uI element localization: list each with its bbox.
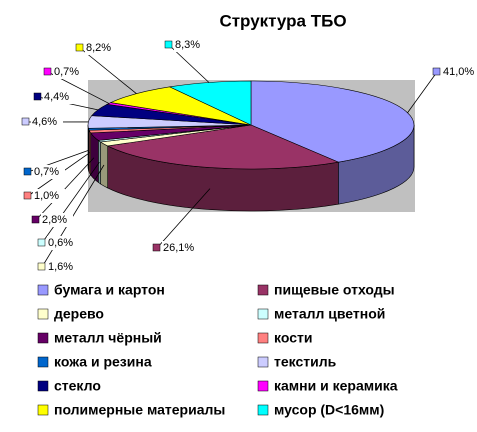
legend-label: дерево [54, 306, 104, 322]
pie-slice [250, 80, 415, 163]
value-label: 0,6% [48, 237, 73, 249]
leader-line [407, 71, 438, 113]
label-bg [41, 213, 73, 227]
legend-label: мусор (D<16мм) [274, 402, 384, 418]
leader-line [41, 161, 100, 244]
label-bg [33, 189, 65, 203]
label-bg [53, 65, 85, 79]
label-bg [31, 115, 63, 129]
pie-slice [106, 124, 340, 170]
value-label: 0,7% [54, 66, 79, 78]
legend-swatch [37, 380, 49, 392]
label-bg [162, 241, 194, 255]
label-key [23, 191, 32, 200]
legend-label: пищевые отходы [274, 282, 395, 298]
label-key [23, 167, 32, 176]
pie-side [98, 139, 101, 185]
value-label: 4,6% [32, 116, 57, 128]
leader-line [156, 188, 211, 249]
legend-swatch [257, 404, 269, 416]
value-label: 2,8% [42, 214, 67, 226]
value-label: 1,6% [48, 261, 73, 273]
label-key [37, 262, 46, 271]
label-bg [85, 41, 117, 55]
label-key [164, 40, 173, 49]
legend-label: камни и керамика [274, 378, 398, 394]
label-key [31, 215, 40, 224]
label-bg [47, 260, 79, 274]
legend-swatch [257, 356, 269, 368]
pie-slice [168, 80, 252, 126]
label-bg [33, 165, 65, 179]
legend-label: бумага и картон [54, 282, 165, 298]
leader-line [79, 47, 137, 95]
legend-swatch [257, 308, 269, 320]
value-label: 8,3% [175, 39, 200, 51]
legend-swatch [257, 332, 269, 344]
legend-label: кости [274, 330, 312, 346]
legend-label: металл цветной [274, 306, 385, 322]
pie-side [90, 132, 99, 184]
pie-side [100, 141, 108, 189]
leader-line [35, 157, 95, 221]
label-key [21, 117, 30, 126]
legend-swatch [257, 284, 269, 296]
legend-label: полимерные материалы [54, 402, 225, 418]
label-bg [442, 65, 474, 79]
legend-label: металл чёрный [54, 330, 162, 346]
label-bg [43, 90, 75, 104]
value-label: 41,0% [443, 66, 474, 78]
value-label: 1,0% [34, 190, 59, 202]
legend-swatch [37, 356, 49, 368]
legend-swatch [37, 332, 49, 344]
chart-title: Структура ТБО [219, 11, 346, 30]
label-key [37, 238, 46, 247]
label-key [33, 92, 42, 101]
legend-label: стекло [54, 378, 101, 394]
legend-swatch [37, 284, 49, 296]
label-key [152, 243, 161, 252]
legend-swatch [37, 308, 49, 320]
label-key [75, 43, 84, 52]
legend-label: текстиль [274, 354, 337, 370]
value-label: 26,1% [163, 242, 194, 254]
legend-label: кожа и резина [54, 354, 152, 370]
value-label: 8,2% [86, 42, 111, 54]
label-key [43, 67, 52, 76]
label-bg [47, 236, 79, 250]
legend-swatch [257, 380, 269, 392]
label-key [432, 67, 441, 76]
label-bg [174, 38, 206, 52]
value-label: 4,4% [44, 91, 69, 103]
value-label: 0,7% [34, 166, 59, 178]
legend-swatch [37, 404, 49, 416]
